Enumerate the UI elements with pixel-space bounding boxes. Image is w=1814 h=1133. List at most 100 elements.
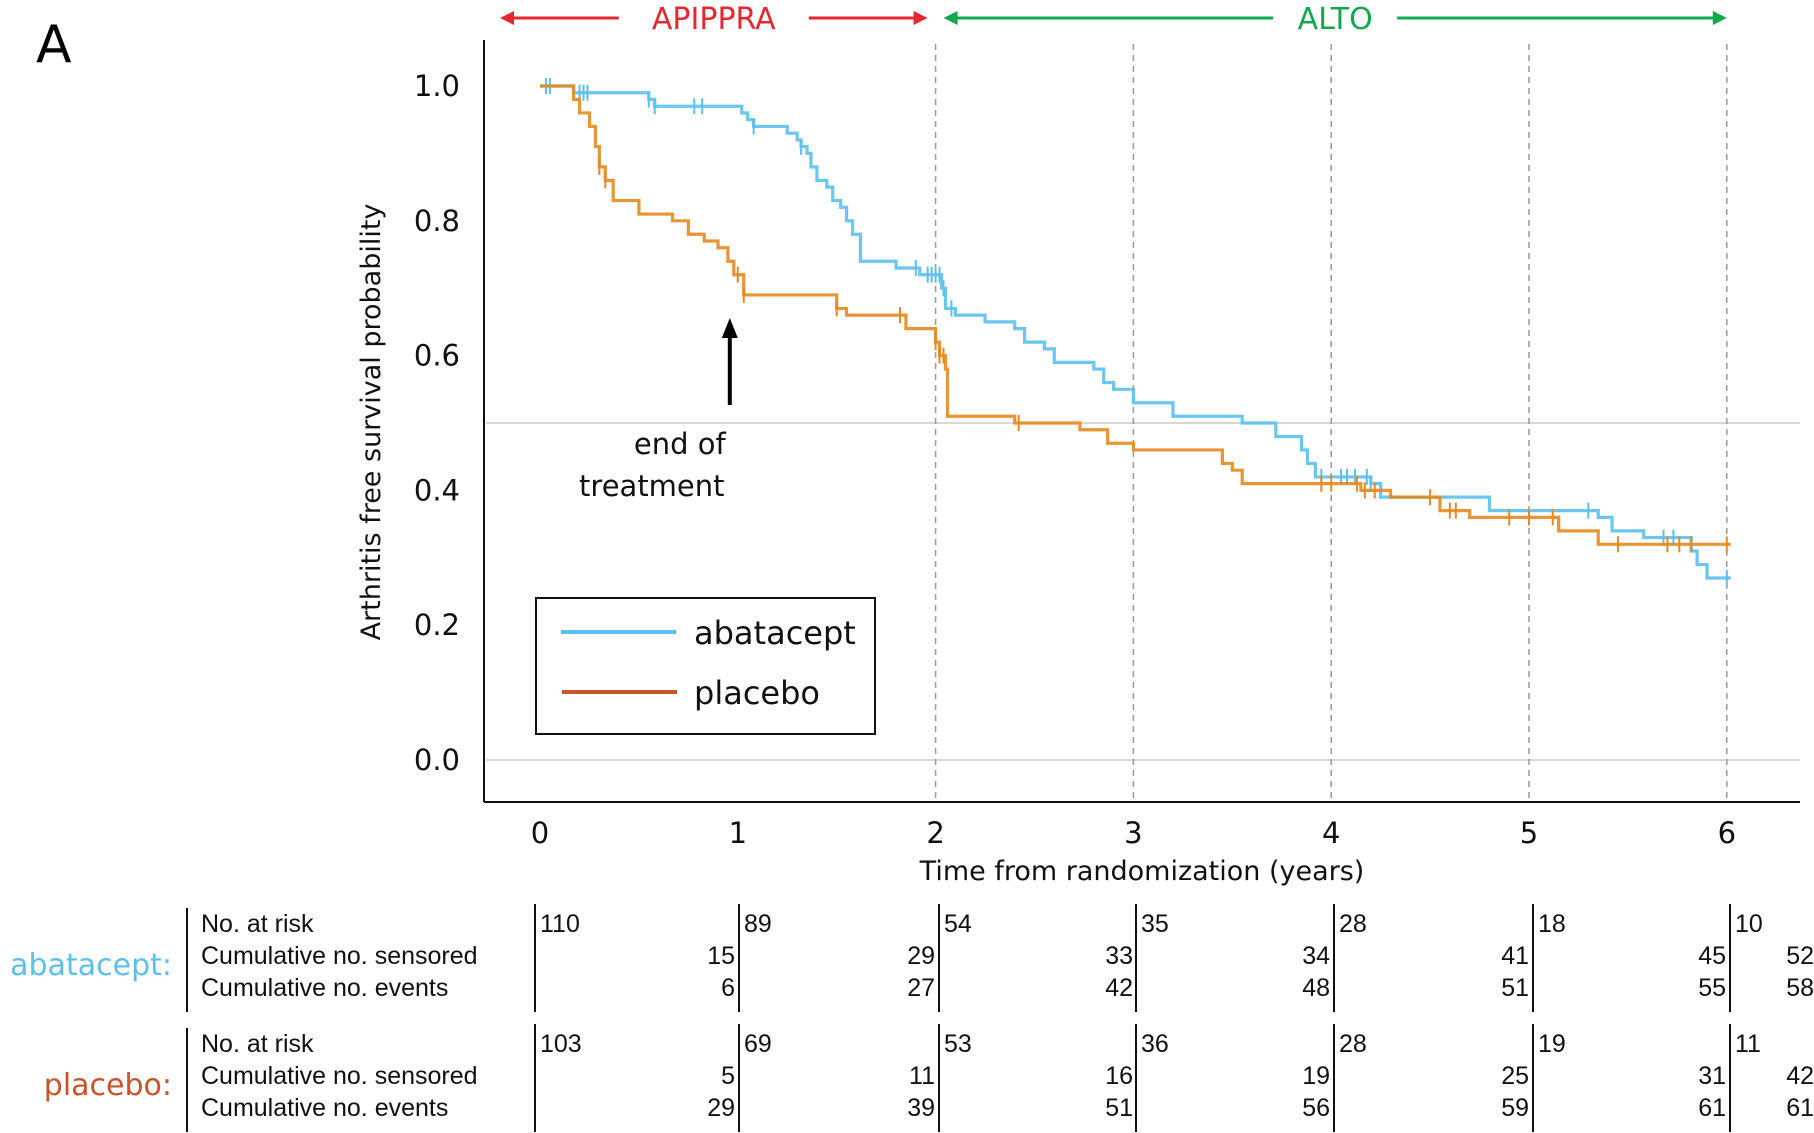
arrow-right-icon [1712, 11, 1727, 25]
at-risk-value: 18 [1538, 910, 1566, 938]
x-tick-label: 3 [1124, 816, 1142, 850]
at-risk-value: 35 [1141, 910, 1169, 938]
table-divider [186, 908, 188, 1012]
censored-value: 19 [1302, 1062, 1330, 1090]
y-axis-label: Arthritis free survival probability [356, 204, 387, 641]
phase-label-alto: ALTO [1298, 2, 1373, 37]
legend-label-placebo: placebo [694, 674, 820, 712]
x-ticks: 0 1 2 3 4 5 6 [531, 816, 1736, 850]
y-ticks: 0.0 0.2 0.4 0.6 0.8 1.0 [414, 69, 460, 777]
table-divider [186, 1028, 188, 1132]
arrow-left-icon [500, 11, 514, 25]
row-label: Cumulative no. events [201, 974, 449, 1002]
arrow-head [721, 318, 738, 338]
at-risk-value: 69 [744, 1030, 772, 1058]
grid [486, 44, 1800, 800]
events-value: 48 [1302, 974, 1330, 1002]
y-tick-label: 0.2 [414, 608, 460, 642]
row-label: Cumulative no. events [201, 1094, 449, 1122]
x-tick-label: 5 [1520, 816, 1538, 850]
at-risk-value: 28 [1339, 1030, 1367, 1058]
censored-value: 52 [1786, 942, 1814, 970]
events-value: 6 [721, 974, 735, 1002]
censored-value: 33 [1105, 942, 1133, 970]
events-value: 39 [907, 1094, 935, 1122]
annotation-line-1: end of [634, 427, 727, 461]
x-tick-label: 6 [1718, 816, 1736, 850]
events-value: 59 [1501, 1094, 1529, 1122]
events-value: 55 [1698, 974, 1726, 1002]
column-divider [738, 1024, 740, 1132]
events-value: 61 [1698, 1094, 1726, 1122]
censored-value: 5 [721, 1062, 735, 1090]
study-phases: APIPPRA ALTO [500, 2, 1727, 37]
x-tick-label: 2 [926, 816, 944, 850]
at-risk-value: 10 [1735, 910, 1763, 938]
annotation-line-2: treatment [579, 469, 724, 503]
y-tick-label: 0.8 [414, 204, 460, 238]
events-value: 29 [707, 1094, 735, 1122]
censored-value: 11 [909, 1062, 935, 1090]
column-divider [938, 1024, 940, 1132]
at-risk-value: 19 [1538, 1030, 1566, 1058]
curve-abatacept [540, 84, 1731, 580]
km-chart: A APIPPRA ALTO 0.0 0.2 0.4 0.6 0.8 1.0 0 1 2 3 4 5 6… [36, 2, 1800, 887]
events-value: 51 [1105, 1094, 1133, 1122]
events-value: 42 [1105, 974, 1133, 1002]
events-value: 61 [1786, 1094, 1814, 1122]
at-risk-value: 53 [944, 1030, 972, 1058]
row-label: Cumulative no. sensored [201, 942, 478, 970]
events-value: 51 [1501, 974, 1529, 1002]
y-tick-label: 0.6 [414, 339, 460, 373]
row-label: Cumulative no. sensored [201, 1062, 478, 1090]
events-value: 56 [1302, 1094, 1330, 1122]
row-label: No. at risk [201, 1030, 314, 1058]
censored-value: 25 [1501, 1062, 1529, 1090]
censored-value: 34 [1302, 942, 1330, 970]
column-divider [738, 904, 740, 1012]
censored-value: 16 [1105, 1062, 1133, 1090]
legend-label-abatacept: abatacept [694, 614, 856, 652]
panel-label: A [36, 15, 72, 75]
y-tick-label: 1.0 [414, 69, 460, 103]
column-divider [1333, 904, 1335, 1012]
column-divider [1729, 904, 1731, 1012]
arrow-right-icon [913, 11, 928, 25]
censored-value: 41 [1501, 942, 1529, 970]
column-divider [1729, 1024, 1731, 1132]
at-risk-value: 103 [540, 1030, 582, 1058]
at-risk-value: 28 [1339, 910, 1367, 938]
group-label-1: placebo: [43, 1068, 172, 1103]
x-tick-label: 1 [729, 816, 747, 850]
group-label-0: abatacept: [10, 948, 172, 983]
row-label: No. at risk [201, 910, 314, 938]
x-axis-label: Time from randomization (years) [919, 856, 1365, 887]
survival-curves [540, 78, 1731, 587]
x-tick-label: 0 [531, 816, 549, 850]
column-divider [534, 904, 536, 1012]
at-risk-value: 54 [944, 910, 972, 938]
legend: abatacept placebo [535, 597, 876, 735]
arrow-left-icon [943, 11, 958, 25]
column-divider [1532, 904, 1534, 1012]
y-tick-label: 0.0 [414, 743, 460, 777]
at-risk-value: 36 [1141, 1030, 1169, 1058]
events-value: 58 [1786, 974, 1814, 1002]
phase-label-apippra: APIPPRA [652, 2, 776, 37]
censored-value: 29 [907, 942, 935, 970]
legend-box [535, 597, 876, 735]
at-risk-value: 11 [1735, 1030, 1761, 1058]
column-divider [534, 1024, 536, 1132]
censored-value: 31 [1698, 1062, 1726, 1090]
column-divider [1135, 1024, 1137, 1132]
column-divider [938, 904, 940, 1012]
x-tick-label: 4 [1322, 816, 1340, 850]
y-tick-label: 0.4 [414, 473, 460, 507]
censored-value: 15 [707, 942, 735, 970]
censored-value: 45 [1698, 942, 1726, 970]
column-divider [1333, 1024, 1335, 1132]
at-risk-value: 89 [744, 910, 772, 938]
events-value: 27 [907, 974, 935, 1002]
column-divider [1135, 904, 1137, 1012]
end-of-treatment-annotation: end of treatment [579, 318, 738, 503]
